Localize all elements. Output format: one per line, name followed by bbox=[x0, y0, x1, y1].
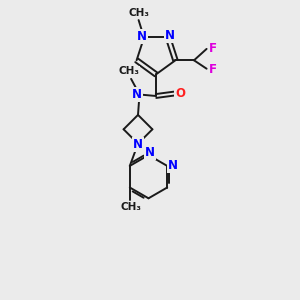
Text: O: O bbox=[175, 87, 185, 100]
Text: F: F bbox=[208, 63, 217, 76]
Text: CH₃: CH₃ bbox=[128, 8, 149, 18]
Text: F: F bbox=[208, 42, 217, 55]
Text: N: N bbox=[133, 138, 143, 151]
Text: CH₃: CH₃ bbox=[121, 202, 142, 212]
Text: N: N bbox=[145, 146, 155, 159]
Text: N: N bbox=[132, 88, 142, 101]
Text: CH₃: CH₃ bbox=[118, 66, 139, 76]
Text: N: N bbox=[136, 30, 147, 44]
Text: N: N bbox=[164, 29, 175, 43]
Text: N: N bbox=[168, 159, 178, 172]
